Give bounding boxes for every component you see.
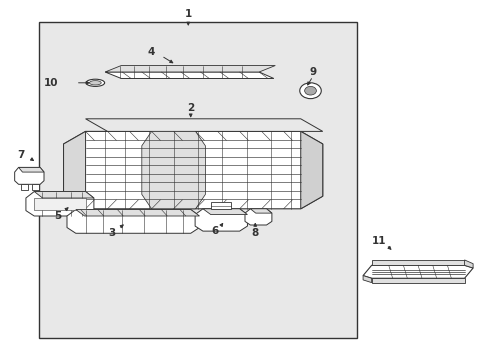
Polygon shape <box>371 260 464 265</box>
Text: 9: 9 <box>309 67 316 77</box>
Circle shape <box>299 83 321 99</box>
Polygon shape <box>67 210 199 233</box>
Polygon shape <box>63 131 85 209</box>
Circle shape <box>304 86 316 95</box>
Polygon shape <box>32 184 39 190</box>
Polygon shape <box>105 72 273 78</box>
Text: 2: 2 <box>187 103 194 113</box>
Polygon shape <box>34 192 94 198</box>
Polygon shape <box>105 66 275 72</box>
Polygon shape <box>250 209 271 213</box>
Polygon shape <box>362 276 371 283</box>
Polygon shape <box>85 119 322 131</box>
Polygon shape <box>211 202 230 209</box>
Ellipse shape <box>86 79 104 86</box>
Text: 6: 6 <box>211 226 218 237</box>
Ellipse shape <box>89 81 101 85</box>
Polygon shape <box>195 209 247 231</box>
Polygon shape <box>63 131 322 209</box>
Polygon shape <box>371 278 464 283</box>
Text: 3: 3 <box>108 228 115 238</box>
Polygon shape <box>362 265 472 278</box>
Text: 11: 11 <box>371 236 386 246</box>
Text: 1: 1 <box>184 9 191 19</box>
Text: 8: 8 <box>251 228 258 238</box>
Polygon shape <box>26 192 94 216</box>
Polygon shape <box>464 260 472 268</box>
Polygon shape <box>244 209 271 225</box>
Text: 10: 10 <box>44 78 59 88</box>
Text: 4: 4 <box>147 47 155 57</box>
Text: 5: 5 <box>54 211 61 221</box>
Polygon shape <box>19 167 44 172</box>
Polygon shape <box>142 131 205 209</box>
Polygon shape <box>34 198 85 210</box>
Polygon shape <box>203 209 247 215</box>
Polygon shape <box>20 184 28 190</box>
Polygon shape <box>76 210 199 216</box>
Polygon shape <box>15 167 44 184</box>
Polygon shape <box>300 131 322 209</box>
Bar <box>39 22 356 338</box>
Text: 7: 7 <box>17 150 24 160</box>
